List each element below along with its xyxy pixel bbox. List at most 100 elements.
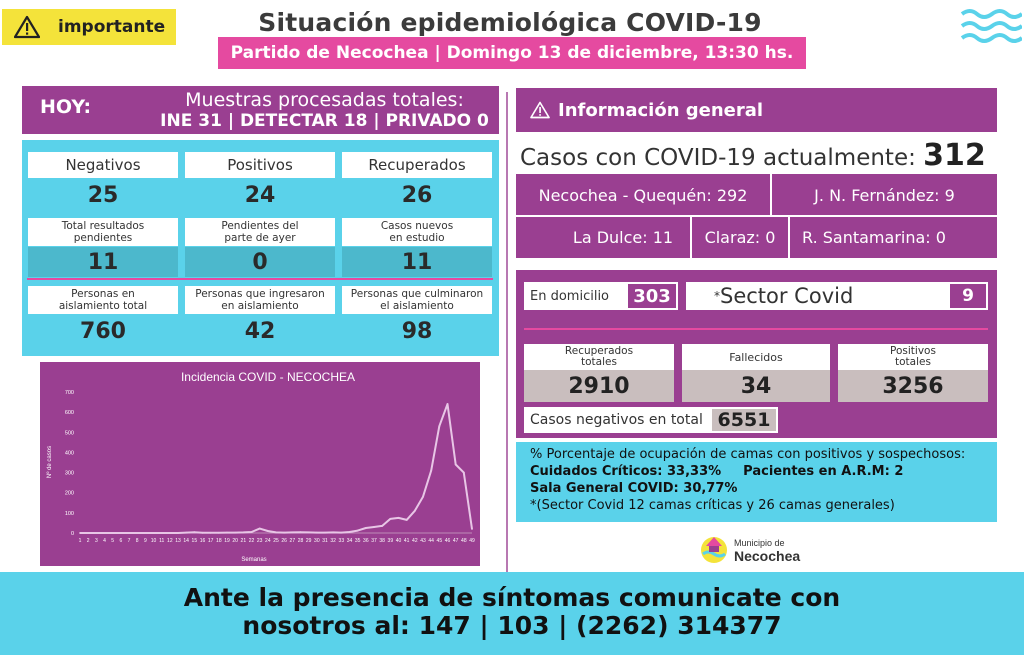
positivos-totales-label: Positivos totales [838, 344, 988, 370]
chart-title: Incidencia COVID - NECOCHEA [181, 370, 355, 384]
data-point [454, 463, 457, 466]
data-point [136, 532, 139, 534]
negativos-total-value: 6551 [712, 409, 776, 431]
chart-svg: Incidencia COVID - NECOCHEA Semanas Nº d… [46, 370, 475, 563]
page-subtitle: Partido de Necochea | Domingo 13 de dici… [218, 37, 806, 69]
data-point [160, 532, 163, 534]
pendientes-ayer-label: Pendientes del parte de ayer [185, 218, 335, 246]
x-tick-label: 39 [388, 538, 394, 544]
casos-nuevos-value: 11 [342, 247, 492, 277]
x-tick-label: 10 [151, 538, 157, 544]
ocupacion-arm: Pacientes en A.R.M: 2 [743, 464, 904, 479]
x-tick-label: 14 [183, 538, 189, 544]
data-point [185, 531, 188, 534]
muestras-title: Muestras procesadas totales: [185, 89, 464, 111]
sep [788, 217, 790, 258]
data-point [103, 532, 106, 534]
x-tick-label: 24 [265, 538, 271, 544]
casos-nuevos-label-1: Casos nuevos [380, 220, 454, 232]
x-tick-label: 20 [232, 538, 238, 544]
data-point [168, 532, 171, 534]
sector-value: 9 [950, 284, 986, 308]
data-point [250, 531, 253, 533]
x-tick-label: 15 [192, 538, 198, 544]
totals-box: En domicilio 303 * Sector Covid 9 Recupe… [516, 270, 997, 438]
recuperados-label: Recuperados [342, 152, 492, 178]
data-point [405, 519, 408, 521]
hoy-banner: HOY: Muestras procesadas totales: INE 31… [22, 86, 499, 134]
x-tick-label: 5 [111, 538, 114, 544]
badge-label: importante [58, 17, 166, 37]
totals-divider [524, 328, 988, 330]
hoy-label: HOY: [40, 96, 92, 118]
culminaron-label-1: Personas que culminaron [350, 288, 484, 300]
x-tick-label: 45 [437, 538, 443, 544]
pendientes-value: 11 [28, 247, 178, 277]
culminaron-label: Personas que culminaron el aislamiento [342, 286, 492, 314]
ocupacion-sala-general: Sala General COVID: 30,77% [530, 481, 738, 496]
data-point [152, 532, 155, 534]
sector-label: Sector Covid [720, 284, 854, 308]
x-tick-label: 2 [87, 538, 90, 544]
x-tick-label: 11 [159, 538, 164, 544]
footer-line2: nosotros al: 147 | 103 | (2262) 314377 [242, 611, 782, 640]
loc-necochea: Necochea - Quequén: 292 [538, 185, 748, 205]
sector-mark: * [714, 289, 720, 303]
positivos-value: 24 [244, 182, 276, 208]
x-tick-label: 29 [306, 538, 312, 544]
data-point [87, 532, 90, 534]
x-tick-label: 9 [144, 538, 147, 544]
data-point [226, 531, 228, 534]
data-point [111, 532, 114, 534]
x-tick-label: 30 [314, 538, 320, 544]
sep [516, 215, 997, 217]
info-header: Información general [516, 88, 997, 132]
data-point [389, 518, 392, 520]
loc-claraz: Claraz: 0 [704, 228, 776, 247]
x-tick-label: 18 [216, 538, 222, 544]
y-tick-label: 700 [65, 390, 74, 396]
logo-big-text: Necochea [734, 548, 800, 564]
data-point [340, 531, 343, 534]
domicilio-value: 303 [628, 284, 676, 308]
recuperados-totales-label: Recuperados totales [524, 344, 674, 370]
stats-panel: Negativos Positivos Recuperados 25 24 26… [22, 140, 499, 356]
culminaron-label-2: el aislamiento [380, 300, 454, 312]
data-point [275, 531, 277, 534]
x-tick-label: 31 [322, 538, 328, 544]
x-tick-label: 32 [330, 538, 336, 544]
x-tick-label: 48 [461, 538, 467, 544]
casos-actuales: Casos con COVID-19 actualmente: 312 [520, 138, 986, 173]
ingresaron-label: Personas que ingresaron en aislamiento [185, 286, 335, 314]
positivos-label: Positivos [185, 152, 335, 178]
sep [770, 174, 772, 216]
x-tick-label: 12 [167, 538, 173, 544]
footer-line1: Ante la presencia de síntomas comunicate… [183, 583, 841, 612]
loc-fernandez: J. N. Fernández: 9 [814, 185, 955, 205]
sep [690, 217, 692, 258]
domicilio-label: En domicilio [530, 288, 610, 304]
x-tick-label: 1 [79, 538, 82, 544]
casos-nuevos-label: Casos nuevos en estudio [342, 218, 492, 246]
x-tick-label: 35 [355, 538, 361, 544]
warning-icon [13, 15, 41, 39]
ocupacion-line1: % Porcentaje de ocupación de camas con p… [530, 447, 966, 462]
data-point [266, 530, 269, 532]
logo-small-text: Municipio de [734, 538, 785, 548]
loc-santamarina: R. Santamarina: 0 [802, 228, 946, 247]
x-tick-label: 28 [298, 538, 304, 544]
muestras-detail: INE 31 | DETECTAR 18 | PRIVADO 0 [160, 111, 489, 131]
x-tick-label: 34 [347, 538, 353, 544]
positivos-totales-label-1: Positivos [890, 345, 936, 357]
localidades-box: Necochea - Quequén: 292 J. N. Fernández:… [516, 174, 997, 258]
x-tick-label: 19 [224, 538, 230, 544]
negativos-total-label: Casos negativos en total [530, 412, 703, 428]
aislamiento-total-label: Personas en aislamiento total [28, 286, 178, 314]
pendientes-ayer-label-2: parte de ayer [224, 232, 296, 244]
data-point [332, 531, 335, 534]
column-divider [506, 92, 508, 572]
y-tick-label: 200 [65, 491, 74, 497]
data-point [462, 471, 465, 474]
page-title: Situación epidemiológica COVID-19 [258, 8, 762, 37]
data-point [413, 509, 416, 512]
